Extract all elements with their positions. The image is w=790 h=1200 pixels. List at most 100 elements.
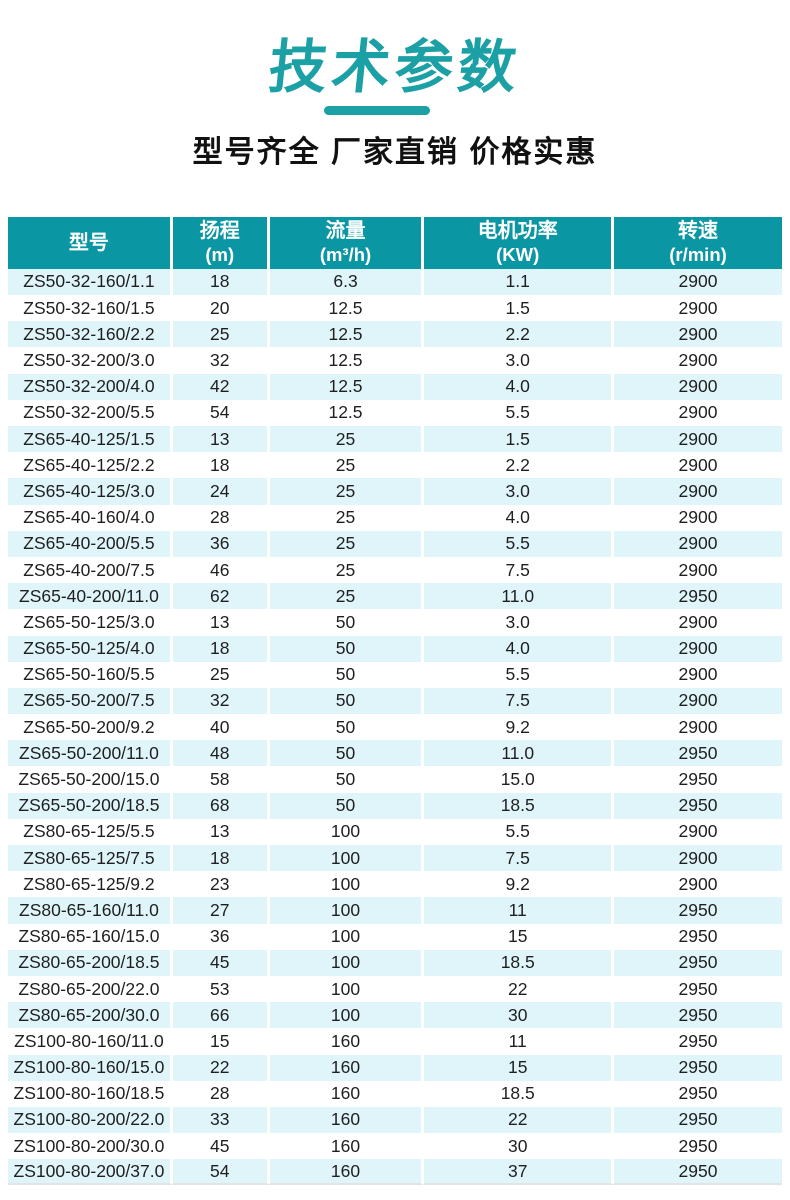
- cell-speed: 2950: [614, 740, 782, 767]
- cell-speed: 2900: [614, 635, 782, 662]
- cell-power: 2.2: [424, 452, 615, 479]
- cell-flow: 12.5: [269, 321, 425, 348]
- cell-model: ZS65-40-200/7.5: [8, 556, 173, 584]
- cell-speed: 2950: [614, 949, 782, 976]
- cell-model: ZS65-50-125/4.0: [8, 635, 173, 662]
- cell-power: 4.0: [424, 373, 615, 400]
- cell-model: ZS50-32-160/1.1: [8, 268, 173, 296]
- table-row: ZS100-80-200/22.0 33 160 22 2950: [8, 1106, 782, 1134]
- cell-power: 5.5: [424, 399, 615, 427]
- table-row: ZS80-65-200/30.0 66 100 30 2950: [8, 1002, 782, 1029]
- cell-model: ZS100-80-160/18.5: [8, 1080, 173, 1107]
- cell-head: 58: [172, 766, 270, 793]
- table-row: ZS65-40-125/2.2 18 25 2.2 2900: [8, 452, 782, 479]
- cell-head: 28: [172, 1080, 270, 1107]
- table-row: ZS50-32-200/5.5 54 12.5 5.5 2900: [8, 399, 782, 427]
- cell-model: ZS80-65-160/11.0: [8, 897, 173, 924]
- table-row: ZS65-40-200/11.0 62 25 11.0 2950: [8, 583, 782, 610]
- cell-power: 30: [424, 1002, 615, 1029]
- table-row: ZS100-80-200/30.0 45 160 30 2950: [8, 1133, 782, 1160]
- cell-speed: 2900: [614, 347, 782, 374]
- cell-head: 42: [172, 373, 270, 400]
- cell-model: ZS100-80-160/11.0: [8, 1028, 173, 1055]
- cell-power: 5.5: [424, 530, 615, 557]
- cell-power: 15: [424, 1054, 615, 1081]
- cell-speed: 2900: [614, 871, 782, 898]
- cell-power: 1.1: [424, 268, 615, 296]
- table-row: ZS50-32-160/1.5 20 12.5 1.5 2900: [8, 295, 782, 322]
- column-header-flow: 流量 (m³/h): [269, 216, 425, 269]
- cell-head: 46: [172, 556, 270, 584]
- table-row: ZS80-65-160/15.0 36 100 15 2950: [8, 923, 782, 950]
- cell-flow: 160: [269, 1106, 425, 1134]
- cell-model: ZS80-65-160/15.0: [8, 923, 173, 950]
- cell-power: 3.0: [424, 478, 615, 505]
- cell-flow: 160: [269, 1080, 425, 1107]
- cell-model: ZS65-40-200/5.5: [8, 530, 173, 557]
- table-row: ZS80-65-160/11.0 27 100 11 2950: [8, 897, 782, 924]
- cell-flow: 100: [269, 975, 425, 1003]
- table-row: ZS50-32-200/3.0 32 12.5 3.0 2900: [8, 347, 782, 374]
- spec-table-body: ZS50-32-160/1.1 18 6.3 1.1 2900 ZS50-32-160/1…: [8, 268, 782, 1186]
- cell-model: ZS50-32-200/3.0: [8, 347, 173, 374]
- table-row: ZS65-50-125/4.0 18 50 4.0 2900: [8, 635, 782, 662]
- cell-head: 15: [172, 1028, 270, 1055]
- cell-model: ZS50-32-160/1.5: [8, 295, 173, 322]
- cell-head: 13: [172, 609, 270, 636]
- cell-flow: 50: [269, 687, 425, 715]
- cell-speed: 2900: [614, 295, 782, 322]
- cell-power: 1.5: [424, 426, 615, 453]
- cell-flow: 100: [269, 923, 425, 950]
- cell-head: 25: [172, 321, 270, 348]
- table-row: ZS65-50-200/18.5 68 50 18.5 2950: [8, 792, 782, 819]
- table-row: ZS65-50-160/5.5 25 50 5.5 2900: [8, 661, 782, 688]
- column-header-speed: 转速 (r/min): [614, 216, 782, 269]
- cell-model: ZS50-32-200/4.0: [8, 373, 173, 400]
- table-row: ZS65-40-160/4.0 28 25 4.0 2900: [8, 504, 782, 531]
- cell-power: 7.5: [424, 687, 615, 715]
- cell-speed: 2900: [614, 452, 782, 479]
- cell-power: 4.0: [424, 635, 615, 662]
- cell-flow: 50: [269, 766, 425, 793]
- cell-head: 24: [172, 478, 270, 505]
- cell-speed: 2900: [614, 426, 782, 453]
- cell-head: 54: [172, 1159, 270, 1186]
- cell-head: 40: [172, 714, 270, 741]
- cell-power: 30: [424, 1133, 615, 1160]
- cell-speed: 2900: [614, 609, 782, 636]
- table-row: ZS65-50-200/9.2 40 50 9.2 2900: [8, 714, 782, 741]
- cell-power: 9.2: [424, 714, 615, 741]
- cell-model: ZS80-65-125/5.5: [8, 818, 173, 846]
- column-header-model: 型号: [8, 216, 173, 269]
- cell-flow: 25: [269, 478, 425, 505]
- table-row: ZS80-65-125/9.2 23 100 9.2 2900: [8, 871, 782, 898]
- cell-head: 33: [172, 1106, 270, 1134]
- table-row: ZS65-50-200/15.0 58 50 15.0 2950: [8, 766, 782, 793]
- cell-head: 20: [172, 295, 270, 322]
- cell-model: ZS65-40-200/11.0: [8, 583, 173, 610]
- table-row: ZS50-32-200/4.0 42 12.5 4.0 2900: [8, 373, 782, 400]
- cell-flow: 25: [269, 556, 425, 584]
- cell-speed: 2950: [614, 792, 782, 819]
- cell-head: 32: [172, 347, 270, 374]
- cell-model: ZS80-65-125/9.2: [8, 871, 173, 898]
- cell-flow: 12.5: [269, 295, 425, 322]
- cell-head: 68: [172, 792, 270, 819]
- cell-flow: 100: [269, 871, 425, 898]
- cell-flow: 25: [269, 583, 425, 610]
- cell-head: 45: [172, 1133, 270, 1160]
- cell-model: ZS80-65-200/22.0: [8, 975, 173, 1003]
- cell-flow: 100: [269, 845, 425, 872]
- table-row: ZS65-50-200/11.0 48 50 11.0 2950: [8, 740, 782, 767]
- cell-power: 22: [424, 1106, 615, 1134]
- cell-speed: 2950: [614, 923, 782, 950]
- table-row: ZS80-65-200/18.5 45 100 18.5 2950: [8, 949, 782, 976]
- cell-model: ZS65-50-200/9.2: [8, 714, 173, 741]
- cell-head: 36: [172, 923, 270, 950]
- cell-flow: 160: [269, 1028, 425, 1055]
- cell-speed: 2900: [614, 845, 782, 872]
- cell-model: ZS65-50-200/18.5: [8, 792, 173, 819]
- cell-head: 18: [172, 845, 270, 872]
- cell-flow: 160: [269, 1054, 425, 1081]
- cell-power: 11: [424, 897, 615, 924]
